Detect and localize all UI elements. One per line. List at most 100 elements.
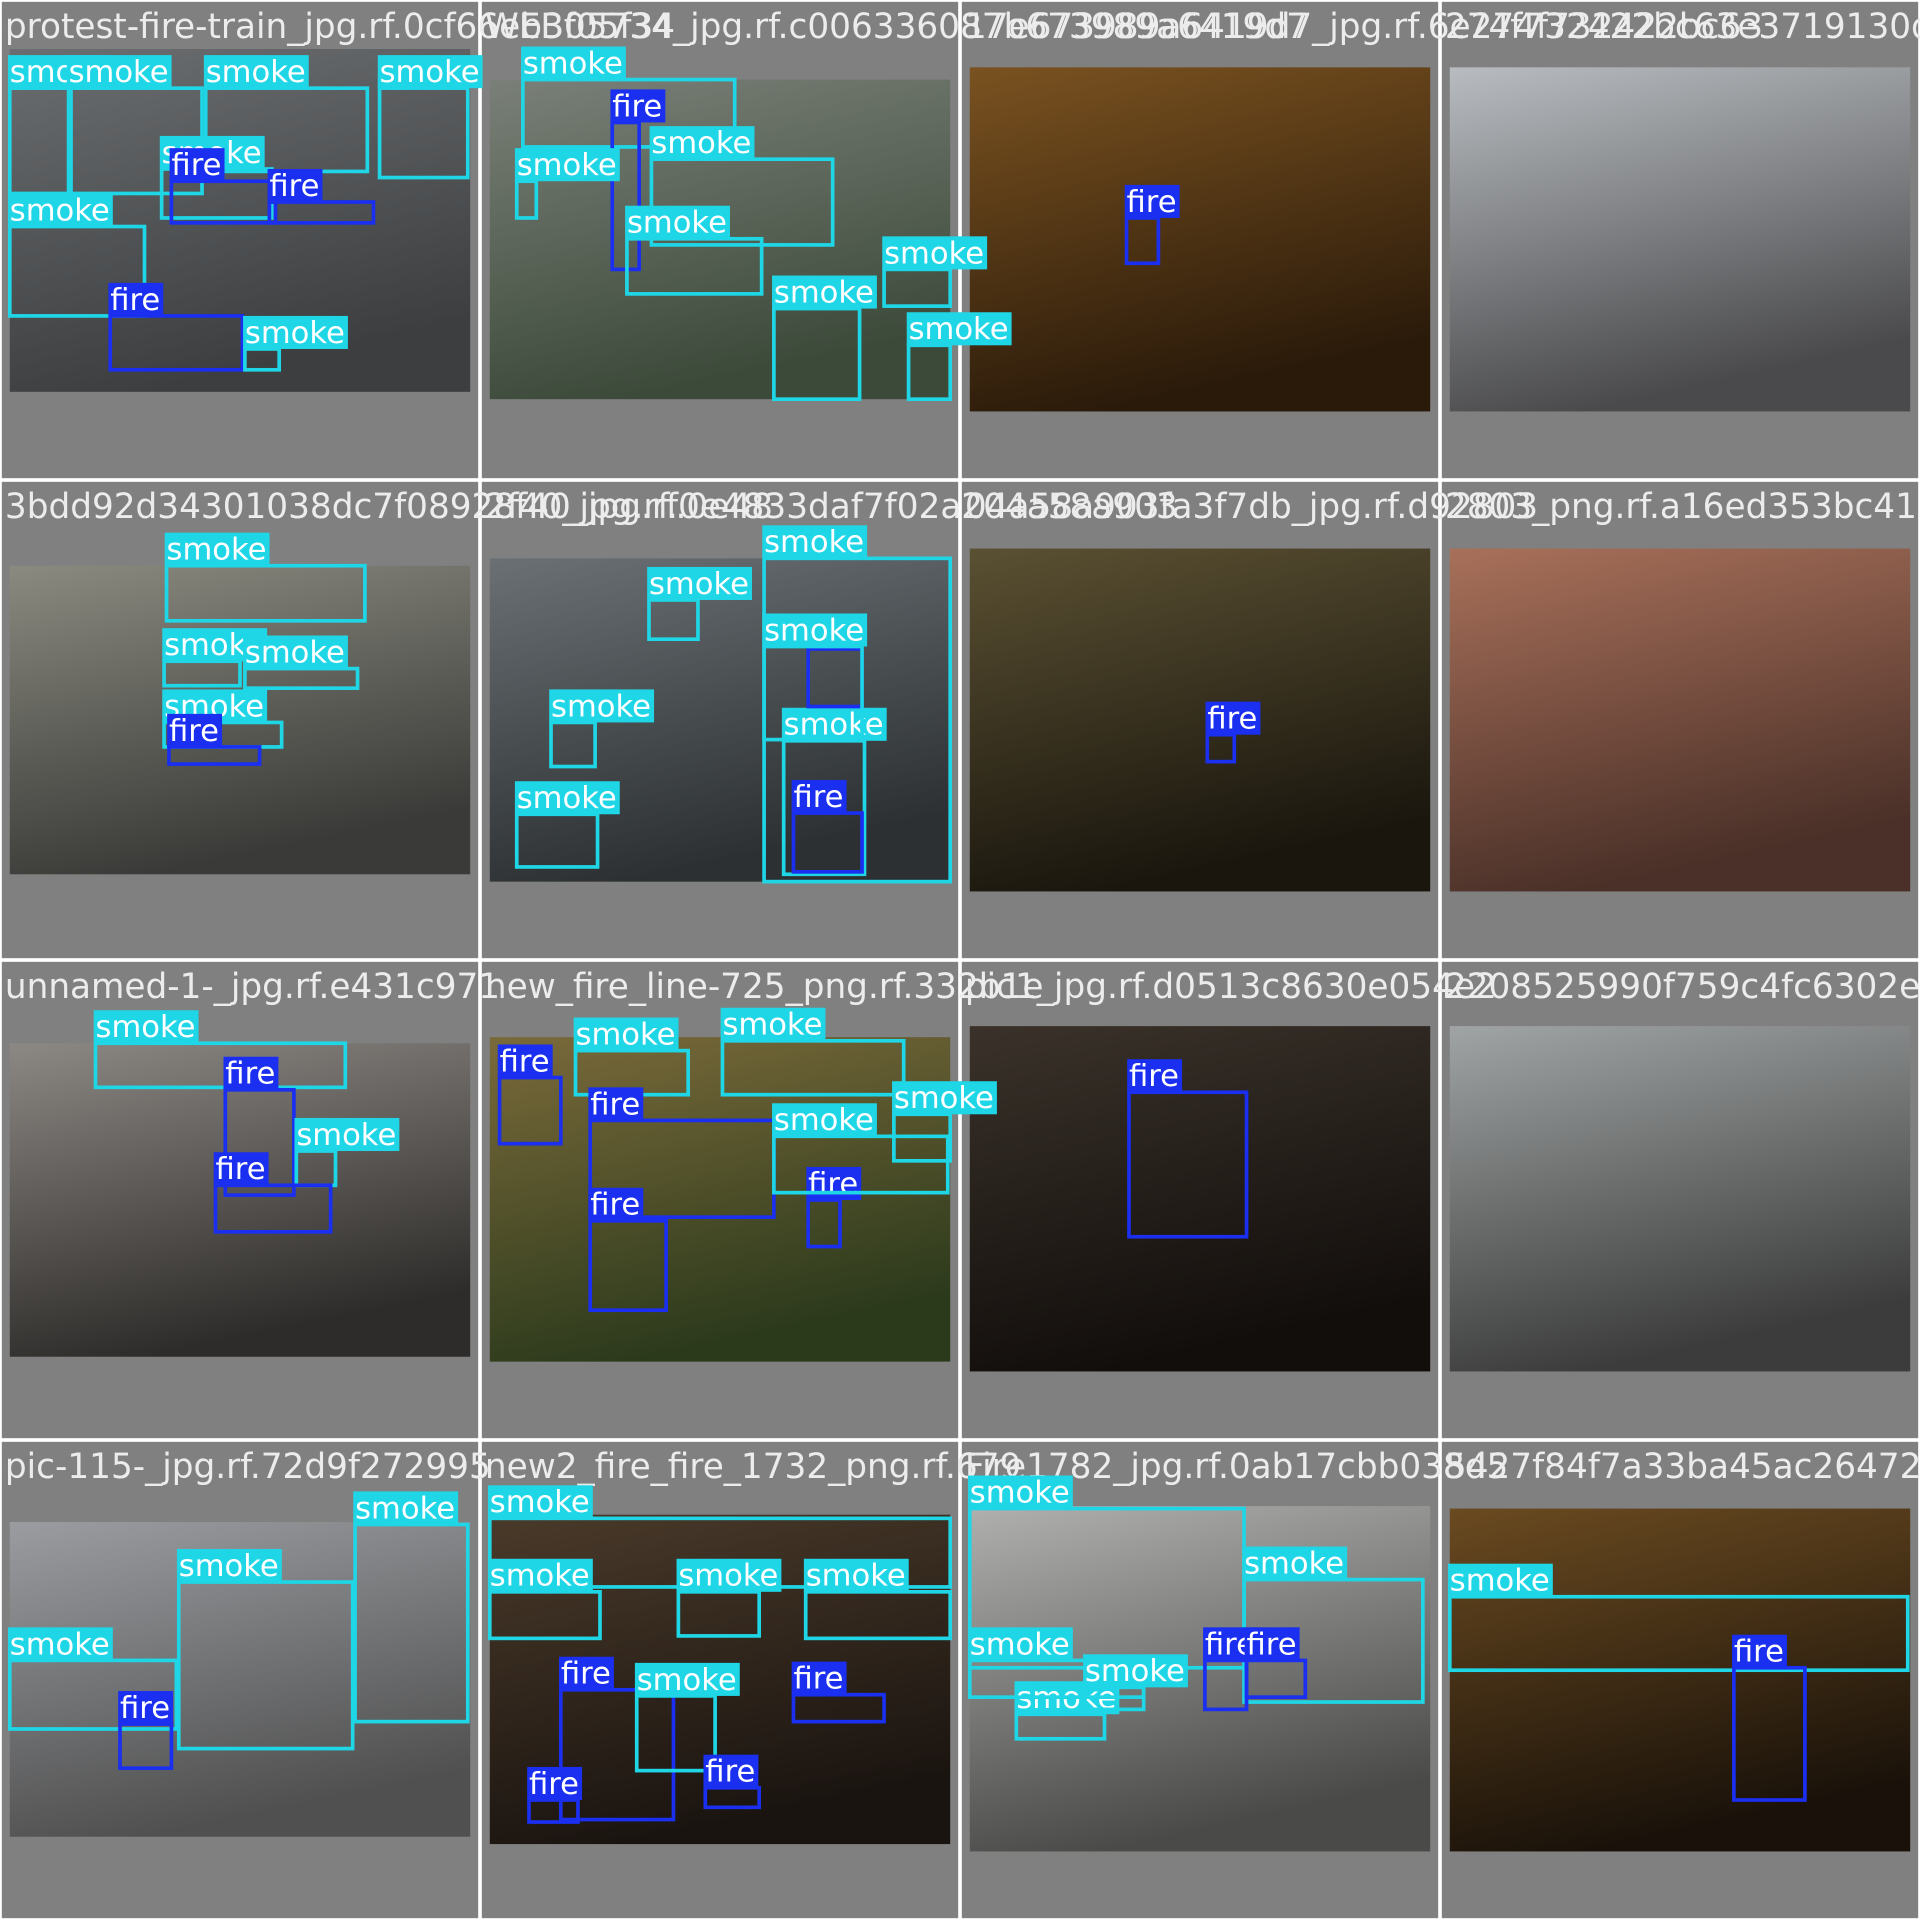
bounding-box xyxy=(93,1041,348,1090)
tile-filename: protest-fire-train_jpg.rf.0cf66eb3f05f34 xyxy=(5,7,675,47)
bounding-box xyxy=(558,1687,676,1822)
label-background xyxy=(1244,1627,1300,1661)
bounding-box xyxy=(1447,1594,1910,1673)
label-background xyxy=(634,1662,740,1696)
box-label: smoke xyxy=(1085,1654,1185,1689)
label-background xyxy=(1205,701,1261,735)
label-background xyxy=(649,126,755,160)
label-background xyxy=(223,1056,279,1090)
tile-filename: 2803_png.rf.a16ed353bc41 xyxy=(1445,487,1917,527)
label-background xyxy=(791,780,847,814)
tile-filename: 2f40_jpg.rf.0e4833daf7f02a204a58a903 xyxy=(485,487,1178,527)
box-label: smoke xyxy=(10,193,110,228)
box-label: fire xyxy=(120,1691,170,1726)
label-background xyxy=(647,566,753,600)
label-background xyxy=(1242,1546,1348,1580)
label-background xyxy=(514,148,620,182)
box-label: fire xyxy=(793,780,843,815)
box-label: smoke xyxy=(490,1559,590,1594)
box-label: smoke xyxy=(678,1559,778,1594)
label-background xyxy=(882,236,988,270)
box-label: smoke xyxy=(355,1491,455,1526)
bounding-box xyxy=(521,77,737,149)
box-label: smoke xyxy=(1450,1564,1550,1599)
tile-filename: new_fire_line-725_png.rf.332b1e xyxy=(485,967,1044,1007)
tile-image xyxy=(1449,1026,1911,1372)
label-background xyxy=(93,1010,199,1044)
label-background xyxy=(762,525,868,559)
box-label: smoke xyxy=(10,1627,110,1662)
box-label: smoke xyxy=(909,312,1009,347)
box-label: smoke xyxy=(627,206,727,241)
label-background xyxy=(169,148,225,182)
label-background xyxy=(497,1044,553,1078)
box-label: fire xyxy=(808,1167,858,1202)
box-label: smoke xyxy=(517,148,617,183)
box-label: smoke xyxy=(490,1485,590,1520)
label-background xyxy=(625,205,730,239)
box-label: smoke xyxy=(167,533,267,568)
tile-image xyxy=(1449,548,1911,892)
tile-filename: 5427f84f7a33ba45ac26472 xyxy=(1445,1447,1920,1487)
tile-image xyxy=(1449,67,1911,412)
label-background xyxy=(803,1558,909,1592)
box-label: smoke xyxy=(806,1559,906,1594)
box-label: fire xyxy=(705,1755,755,1790)
label-background xyxy=(967,1627,1073,1661)
box-label: smoke xyxy=(69,55,169,90)
tile-filename: 3bdd92d34301038dc7f08928f40_jpg.rf.0e48 xyxy=(5,487,773,527)
label-background xyxy=(66,55,172,89)
label-background xyxy=(762,613,868,647)
box-label: smoke xyxy=(970,1627,1070,1662)
box-label: smoke xyxy=(649,567,749,602)
tile-image xyxy=(969,1506,1431,1852)
label-background xyxy=(588,1087,644,1121)
tile-filename: 274f732422bc63e3719130d xyxy=(1445,7,1920,47)
box-label: fire xyxy=(561,1657,611,1692)
label-background xyxy=(772,275,877,309)
label-background xyxy=(514,781,620,815)
box-label: smoke xyxy=(296,1118,396,1153)
label-background xyxy=(118,1691,174,1725)
tile-image xyxy=(9,1043,471,1357)
label-background xyxy=(377,55,483,89)
tile-filename: 2208525990f759c4fc6302e xyxy=(1445,967,1920,1007)
label-background xyxy=(487,1558,593,1592)
box-label: fire xyxy=(793,1662,843,1697)
label-background xyxy=(1732,1634,1787,1668)
box-label: fire xyxy=(1247,1627,1297,1662)
label-background xyxy=(176,1548,282,1583)
tile-filename: WEB05734_jpg.rf.c006336087b673989a6419d7 xyxy=(485,7,1308,47)
box-label: fire xyxy=(1129,1059,1179,1094)
tile-filename: 04a58a903fa3f7db_jpg.rf.d92803 xyxy=(965,487,1538,527)
box-label: smoke xyxy=(523,46,623,81)
label-background xyxy=(167,713,223,747)
box-label: fire xyxy=(590,1188,640,1223)
label-background xyxy=(720,1007,826,1041)
label-background xyxy=(1083,1654,1188,1688)
box-label: fire xyxy=(169,714,219,749)
label-background xyxy=(353,1491,459,1525)
tile-image xyxy=(969,1026,1431,1372)
label-background xyxy=(558,1656,614,1690)
label-background xyxy=(7,193,113,227)
label-background xyxy=(610,89,666,123)
box-label: smoke xyxy=(784,708,884,743)
label-background xyxy=(772,1103,877,1137)
label-background xyxy=(892,1081,997,1115)
label-background xyxy=(243,315,348,349)
box-label: smoke xyxy=(576,1017,676,1052)
bounding-box xyxy=(772,306,862,402)
box-label: smoke xyxy=(774,275,874,310)
label-background xyxy=(243,635,348,669)
label-background xyxy=(1127,1059,1183,1093)
label-background xyxy=(781,707,887,741)
box-label: fire xyxy=(110,283,160,318)
tile-filename: 17e673989a6419d7_jpg.rf.6e274f732422bc63 xyxy=(965,7,1763,47)
box-label: smoke xyxy=(764,525,864,560)
box-label: fire xyxy=(1734,1635,1784,1670)
box-label: smoke xyxy=(517,781,617,816)
box-label: smoke xyxy=(245,635,345,670)
label-background xyxy=(487,1485,593,1519)
